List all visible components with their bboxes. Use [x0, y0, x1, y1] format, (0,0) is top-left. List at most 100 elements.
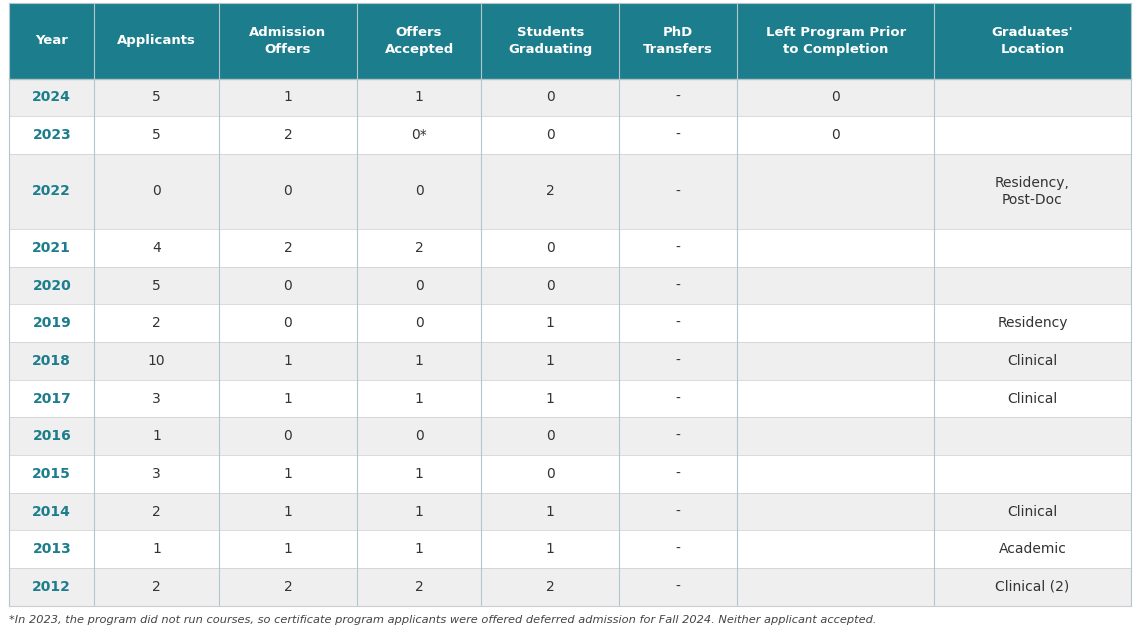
- Bar: [357, 3, 481, 79]
- Text: 0: 0: [546, 429, 555, 444]
- Text: 0: 0: [284, 279, 292, 293]
- Text: 2023: 2023: [32, 128, 71, 142]
- Text: 10: 10: [148, 354, 165, 368]
- Text: 0: 0: [415, 279, 423, 293]
- Bar: [9, 455, 1131, 493]
- Text: 1: 1: [284, 392, 292, 406]
- Text: PhD
Transfers: PhD Transfers: [643, 26, 714, 56]
- Bar: [9, 379, 1131, 417]
- Text: 0: 0: [546, 279, 555, 293]
- Bar: [9, 304, 1131, 342]
- Text: Clinical: Clinical: [1008, 392, 1058, 406]
- Text: -: -: [676, 316, 681, 330]
- Bar: [619, 3, 738, 79]
- Text: 1: 1: [546, 316, 555, 330]
- Text: 1: 1: [546, 354, 555, 368]
- Text: 1: 1: [415, 542, 424, 556]
- Text: 1: 1: [284, 354, 292, 368]
- Bar: [9, 3, 95, 79]
- Text: 2018: 2018: [32, 354, 71, 368]
- Bar: [95, 3, 219, 79]
- Text: Students
Graduating: Students Graduating: [508, 26, 593, 56]
- Bar: [9, 568, 1131, 606]
- Text: 3: 3: [153, 467, 161, 481]
- Bar: [9, 417, 1131, 455]
- Text: 0: 0: [153, 185, 161, 199]
- Text: -: -: [676, 580, 681, 594]
- Bar: [9, 530, 1131, 568]
- Text: Admission
Offers: Admission Offers: [250, 26, 326, 56]
- Text: -: -: [676, 504, 681, 519]
- Text: 2021: 2021: [32, 241, 71, 255]
- Bar: [738, 3, 934, 79]
- Text: 2: 2: [546, 580, 555, 594]
- Bar: [219, 3, 357, 79]
- Text: -: -: [676, 429, 681, 444]
- Text: -: -: [676, 392, 681, 406]
- Text: 0: 0: [546, 241, 555, 255]
- Text: 0: 0: [546, 128, 555, 142]
- Text: 2: 2: [153, 580, 161, 594]
- Text: 2: 2: [415, 580, 423, 594]
- Text: 1: 1: [415, 90, 424, 104]
- Bar: [9, 79, 1131, 116]
- Text: 2022: 2022: [32, 185, 71, 199]
- Text: 5: 5: [153, 128, 161, 142]
- Text: 0*: 0*: [412, 128, 428, 142]
- Text: 0: 0: [415, 185, 423, 199]
- Text: Clinical: Clinical: [1008, 354, 1058, 368]
- Text: 2024: 2024: [32, 90, 71, 104]
- Text: 1: 1: [153, 542, 161, 556]
- Text: Left Program Prior
to Completion: Left Program Prior to Completion: [766, 26, 906, 56]
- Text: 1: 1: [284, 90, 292, 104]
- Text: Clinical: Clinical: [1008, 504, 1058, 519]
- Text: 1: 1: [415, 354, 424, 368]
- Text: 4: 4: [153, 241, 161, 255]
- Text: 0: 0: [546, 467, 555, 481]
- Text: -: -: [676, 185, 681, 199]
- Text: 2013: 2013: [32, 542, 71, 556]
- Bar: [9, 154, 1131, 229]
- Text: 0: 0: [415, 429, 423, 444]
- Text: 1: 1: [284, 504, 292, 519]
- Bar: [481, 3, 619, 79]
- Bar: [9, 342, 1131, 379]
- Text: 0: 0: [831, 128, 840, 142]
- Text: 1: 1: [415, 504, 424, 519]
- Text: Applicants: Applicants: [117, 35, 196, 47]
- Text: 0: 0: [415, 316, 423, 330]
- Text: 0: 0: [546, 90, 555, 104]
- Text: 5: 5: [153, 279, 161, 293]
- Text: 1: 1: [546, 542, 555, 556]
- Text: -: -: [676, 90, 681, 104]
- Text: 2: 2: [546, 185, 555, 199]
- Text: 1: 1: [284, 542, 292, 556]
- Text: 5: 5: [153, 90, 161, 104]
- Text: Academic: Academic: [999, 542, 1066, 556]
- Text: 2019: 2019: [32, 316, 71, 330]
- Text: 2015: 2015: [32, 467, 71, 481]
- Text: *In 2023, the program did not run courses, so certificate program applicants wer: *In 2023, the program did not run course…: [9, 615, 877, 626]
- Text: 0: 0: [284, 316, 292, 330]
- Text: Clinical (2): Clinical (2): [995, 580, 1069, 594]
- Text: Graduates'
Location: Graduates' Location: [992, 26, 1073, 56]
- Text: 1: 1: [284, 467, 292, 481]
- Text: 3: 3: [153, 392, 161, 406]
- Text: -: -: [676, 241, 681, 255]
- Text: -: -: [676, 542, 681, 556]
- Text: -: -: [676, 279, 681, 293]
- Text: 2014: 2014: [32, 504, 71, 519]
- Text: 1: 1: [415, 467, 424, 481]
- Text: Offers
Accepted: Offers Accepted: [384, 26, 454, 56]
- Text: 2: 2: [284, 241, 292, 255]
- Text: 2012: 2012: [32, 580, 71, 594]
- Text: 2: 2: [284, 580, 292, 594]
- Text: Residency: Residency: [998, 316, 1068, 330]
- Text: 2017: 2017: [32, 392, 71, 406]
- Text: 0: 0: [284, 185, 292, 199]
- Text: 1: 1: [546, 392, 555, 406]
- Text: 1: 1: [546, 504, 555, 519]
- Bar: [9, 116, 1131, 154]
- Bar: [9, 229, 1131, 267]
- Text: 2: 2: [415, 241, 423, 255]
